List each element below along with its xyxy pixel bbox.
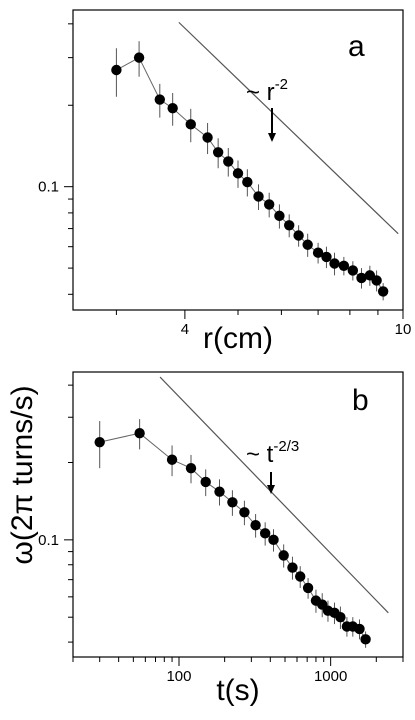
data-point xyxy=(133,52,145,63)
data-point xyxy=(134,428,145,439)
data-point xyxy=(223,156,234,167)
data-point xyxy=(185,463,197,474)
x-tick-label: 100 xyxy=(166,668,191,685)
data-point xyxy=(166,454,178,465)
data-point xyxy=(360,634,371,645)
data-point xyxy=(232,168,244,179)
x-tick-label: 10 xyxy=(395,321,412,338)
x-axis-label: r(cm) xyxy=(203,322,273,355)
data-point xyxy=(242,176,253,188)
x-tick-label: 4 xyxy=(181,321,189,338)
annotation-arrowhead xyxy=(267,485,275,494)
data-point xyxy=(268,534,279,546)
x-axis-label: t(s) xyxy=(216,674,259,707)
data-point xyxy=(227,497,238,508)
scaling-annotation: ~ r-2 xyxy=(246,76,288,106)
data-point xyxy=(214,486,225,497)
data-point xyxy=(239,507,250,518)
data-point xyxy=(347,265,359,276)
data-point xyxy=(278,550,289,561)
data-point xyxy=(293,230,304,241)
annotation-arrowhead xyxy=(268,133,276,142)
data-point xyxy=(284,220,295,231)
data-point xyxy=(253,191,264,202)
data-point xyxy=(338,260,350,271)
reference-line xyxy=(178,21,399,235)
panel-label: b xyxy=(352,384,369,417)
data-point xyxy=(321,251,332,263)
data-point xyxy=(356,272,367,284)
data-point xyxy=(295,571,306,582)
panel-b: 100 1000 0.1 t(s) b ~ t-2/3 xyxy=(38,371,404,707)
reference-line xyxy=(159,376,389,614)
data-point xyxy=(371,275,382,286)
data-point xyxy=(377,286,389,297)
data-point xyxy=(263,199,275,210)
data-point xyxy=(94,436,105,448)
data-point xyxy=(202,132,213,143)
data-point xyxy=(212,147,224,158)
panel-a: 4 10 0.1 r(cm) a ~ r-2 xyxy=(38,9,412,355)
data-point xyxy=(287,562,298,573)
y-tick-label: 0.1 xyxy=(38,179,59,196)
data-point xyxy=(329,258,340,269)
data-point xyxy=(185,119,196,130)
data-point xyxy=(335,611,346,623)
data-point xyxy=(167,103,178,114)
scaling-annotation: ~ t-2/3 xyxy=(246,438,299,468)
data-point xyxy=(250,520,261,531)
data-point xyxy=(302,582,314,594)
y-axis-label: ω(2π turns/s) xyxy=(6,385,39,564)
data-point xyxy=(274,210,285,222)
data-point xyxy=(354,623,365,635)
data-point xyxy=(312,247,324,258)
data-point xyxy=(259,528,271,539)
data-point xyxy=(154,94,166,105)
data-point xyxy=(302,239,313,250)
data-point xyxy=(111,64,122,76)
plot-frame xyxy=(72,371,404,658)
panel-label: a xyxy=(348,30,365,63)
data-point xyxy=(200,476,211,488)
y-tick-label: 0.1 xyxy=(38,532,59,549)
x-tick-label: 1000 xyxy=(314,668,347,685)
